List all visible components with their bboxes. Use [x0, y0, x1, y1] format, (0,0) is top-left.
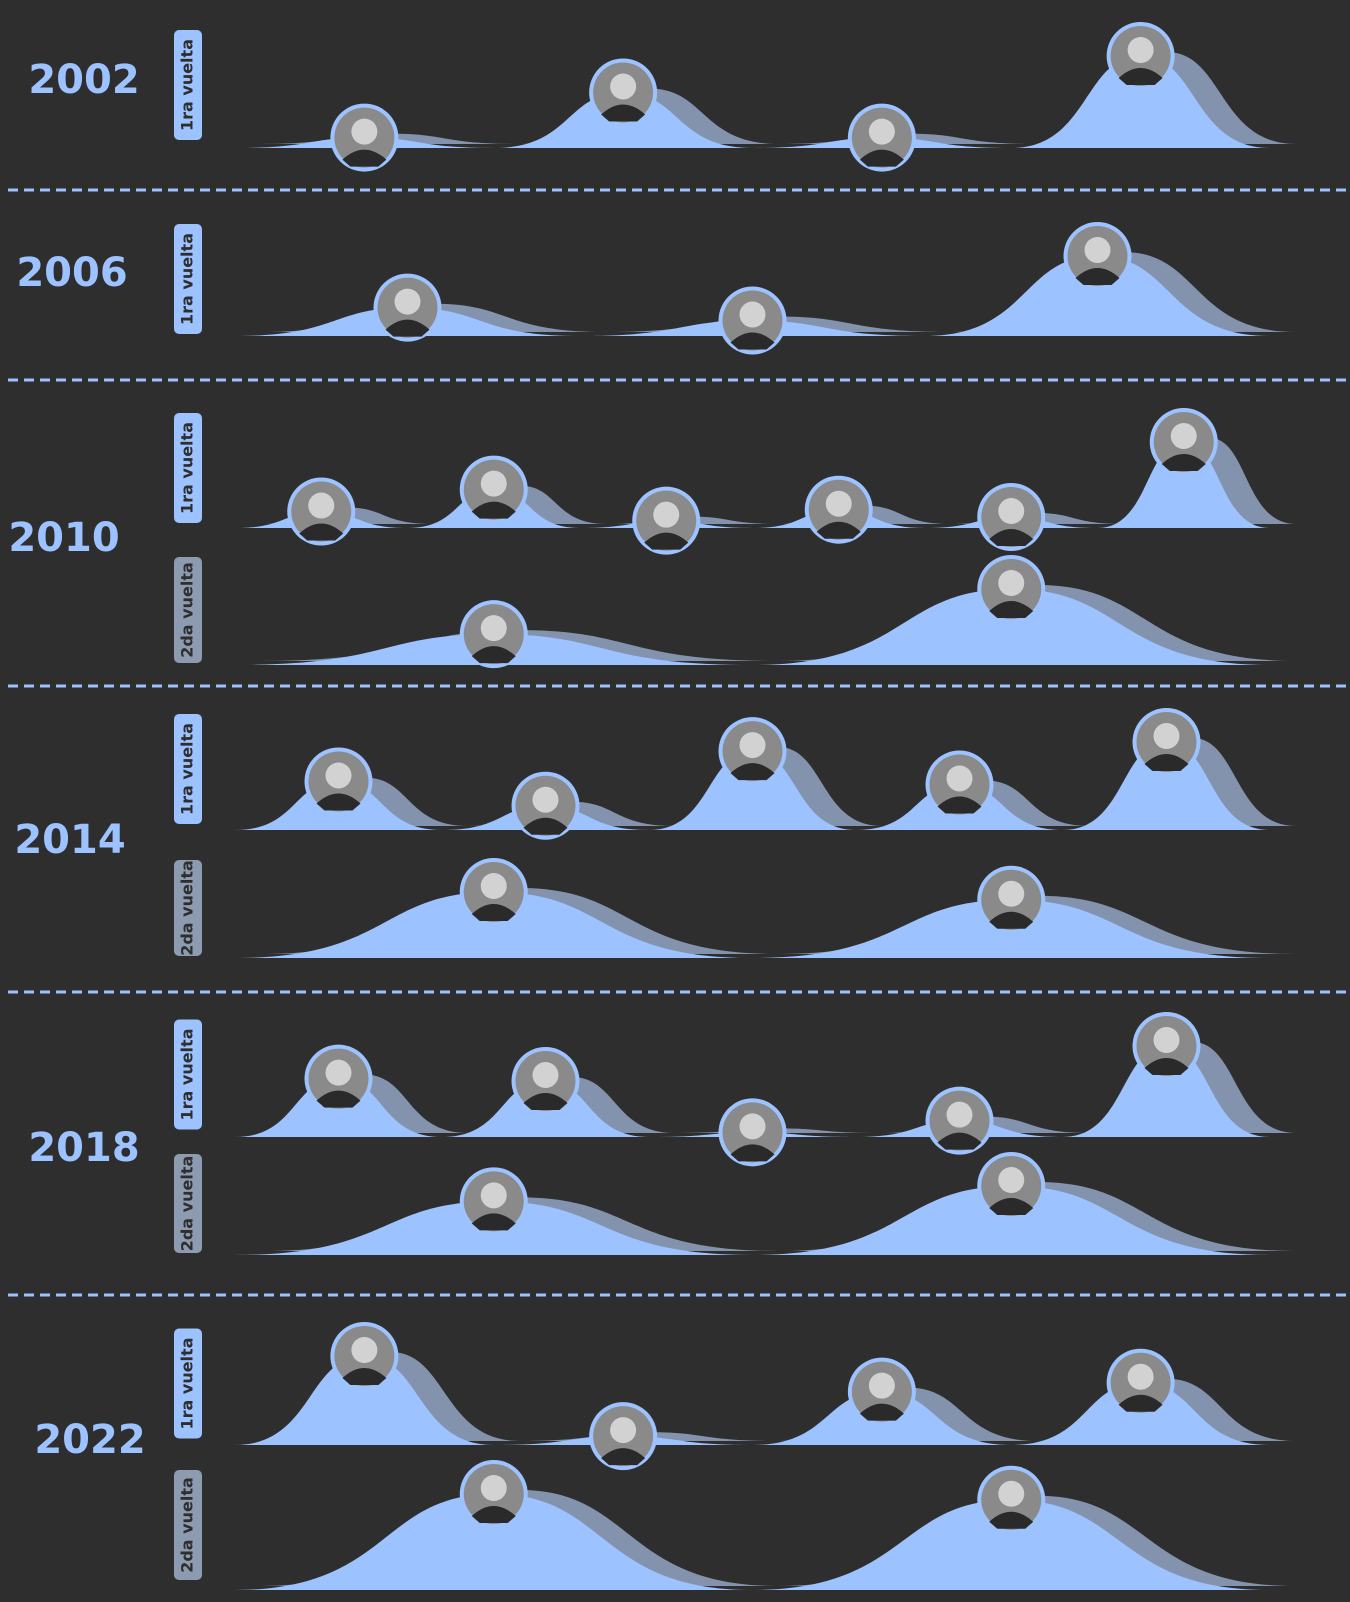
infographic: 2002 1ra vuelta 2006 1ra vuelta 2010 1ra vuel…: [0, 0, 1350, 1602]
photo-head: [826, 491, 852, 517]
photo-head: [351, 1337, 377, 1363]
year-label: 2014: [14, 817, 125, 863]
photo-head: [326, 1060, 352, 1086]
photo-head: [998, 1481, 1024, 1507]
candidate-photo: [460, 1460, 528, 1528]
candidate-photo: [589, 58, 657, 126]
photo-head: [395, 289, 421, 315]
photo-head: [998, 881, 1024, 907]
photo-head: [998, 570, 1024, 596]
candidate-photo: [848, 1358, 916, 1426]
photo-head: [1128, 37, 1154, 63]
photo-head: [481, 873, 507, 899]
round-label: 1ra vuelta: [178, 723, 197, 815]
year-label: 2006: [16, 250, 127, 296]
candidate-photo: [926, 750, 994, 818]
photo-head: [533, 1062, 559, 1088]
year-label: 2010: [8, 515, 119, 561]
candidate-photo: [632, 487, 700, 555]
photo-head: [869, 119, 895, 145]
candidate-photo: [460, 600, 528, 668]
candidate-photo: [330, 1322, 398, 1390]
candidate-photo: [512, 772, 580, 840]
photo-head: [998, 1167, 1024, 1193]
round-label: 1ra vuelta: [178, 422, 197, 514]
candidate-photo: [1150, 408, 1218, 476]
round-label: 1ra vuelta: [178, 1029, 197, 1121]
photo-head: [1154, 1027, 1180, 1053]
photo-head: [869, 1373, 895, 1399]
photo-head: [533, 787, 559, 813]
candidate-photo: [719, 717, 787, 785]
photo-head: [740, 732, 766, 758]
candidate-photo: [977, 1466, 1045, 1534]
candidate-photo: [589, 1402, 657, 1470]
candidate-photo: [305, 1045, 373, 1113]
photo-head: [653, 502, 679, 528]
photo-head: [326, 762, 352, 788]
photo-head: [610, 73, 636, 99]
candidate-photo: [977, 1152, 1045, 1220]
photo-head: [1171, 423, 1197, 449]
candidate-photo: [1133, 1012, 1201, 1080]
photo-head: [481, 615, 507, 641]
candidate-photo: [512, 1047, 580, 1115]
candidate-photo: [374, 274, 442, 342]
candidate-photo: [460, 456, 528, 524]
candidate-photo: [287, 478, 355, 546]
photo-head: [1128, 1364, 1154, 1390]
round-label: 2da vuelta: [178, 1477, 197, 1573]
photo-head: [947, 765, 973, 791]
photo-head: [998, 498, 1024, 524]
candidate-photo: [977, 483, 1045, 551]
round-label: 2da vuelta: [178, 1156, 197, 1252]
candidate-photo: [977, 866, 1045, 934]
candidate-photo: [305, 747, 373, 815]
candidate-photo: [926, 1087, 994, 1155]
candidate-photo: [1107, 1349, 1175, 1417]
round-label: 1ra vuelta: [178, 1338, 197, 1430]
photo-head: [308, 493, 334, 519]
photo-head: [481, 471, 507, 497]
candidate-photo: [1107, 22, 1175, 90]
round-label: 1ra vuelta: [178, 39, 197, 131]
candidate-photo: [719, 1098, 787, 1166]
round-label: 2da vuelta: [178, 562, 197, 658]
photo-head: [610, 1417, 636, 1443]
year-label: 2002: [28, 57, 139, 103]
year-label: 2018: [28, 1125, 139, 1171]
photo-head: [351, 119, 377, 145]
candidate-photo: [330, 104, 398, 172]
candidate-photo: [805, 476, 873, 544]
photo-head: [740, 1113, 766, 1139]
photo-head: [1154, 723, 1180, 749]
photo-head: [481, 1475, 507, 1501]
candidate-photo: [977, 555, 1045, 623]
candidate-photo: [460, 858, 528, 926]
year-label: 2022: [34, 1417, 145, 1463]
photo-head: [740, 302, 766, 328]
round-label: 1ra vuelta: [178, 233, 197, 325]
candidate-photo: [848, 104, 916, 172]
candidate-photo: [1133, 708, 1201, 776]
candidate-photo: [460, 1167, 528, 1235]
candidate-photo: [1064, 222, 1132, 290]
photo-head: [947, 1102, 973, 1128]
photo-head: [1085, 237, 1111, 263]
photo-head: [481, 1182, 507, 1208]
round-label: 2da vuelta: [178, 860, 197, 956]
candidate-photo: [719, 287, 787, 355]
